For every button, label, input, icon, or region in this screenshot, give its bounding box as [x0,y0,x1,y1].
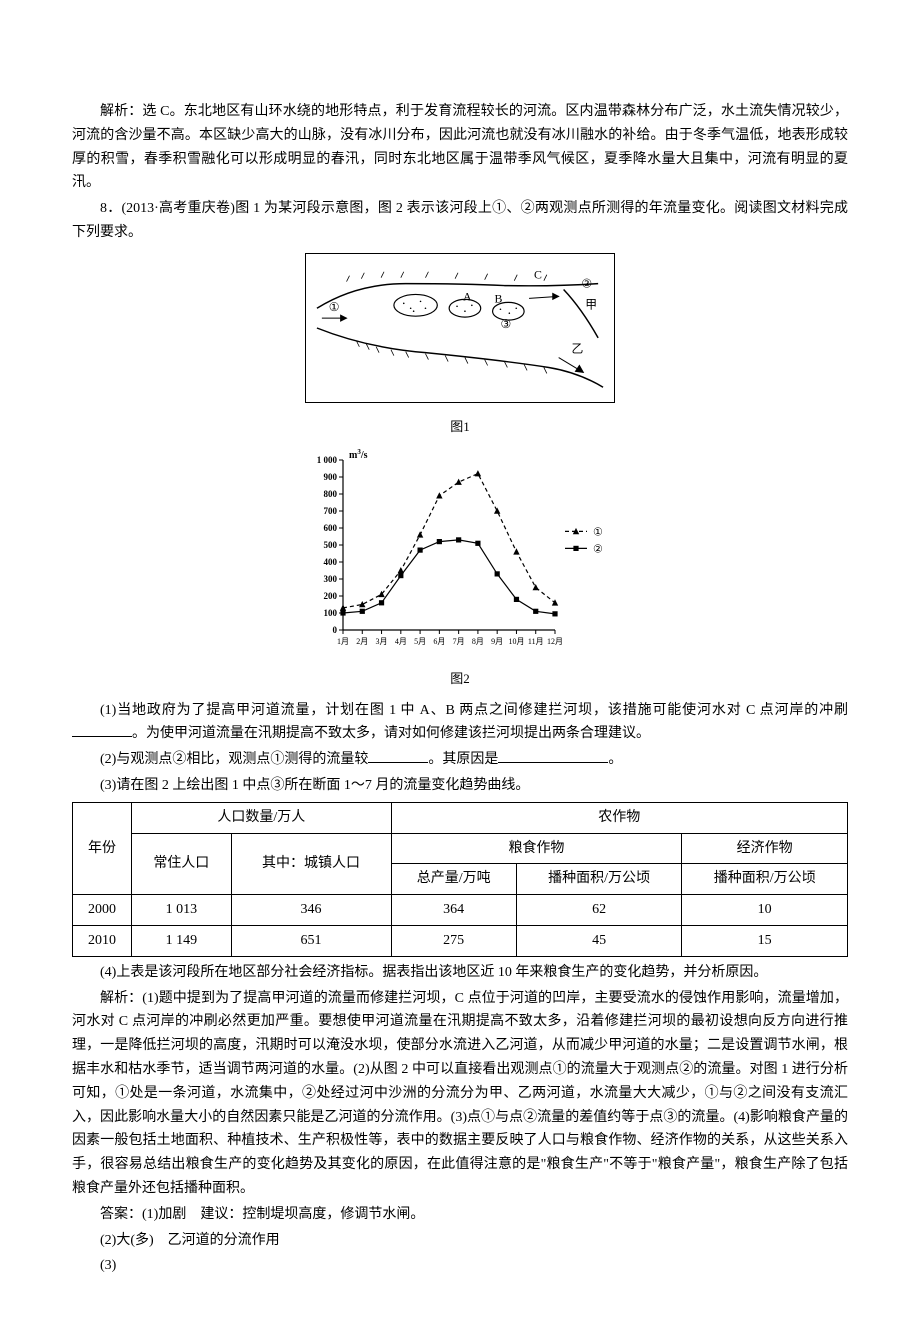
cell: 15 [682,925,848,956]
table-row: 2000 1 013 346 364 62 10 [73,895,848,926]
svg-text:11月: 11月 [528,637,544,646]
svg-text:①: ① [593,526,603,538]
svg-text:5月: 5月 [414,637,426,646]
svg-text:500: 500 [324,540,338,550]
q8-2c: 。 [608,752,622,767]
svg-text:1月: 1月 [337,637,349,646]
cell: 364 [391,895,516,926]
label-jia: 甲 [585,297,597,311]
svg-text:4月: 4月 [395,637,407,646]
cell: 275 [391,925,516,956]
svg-text:2月: 2月 [356,637,368,646]
th-sow1: 播种面积/万公顷 [516,864,682,895]
svg-text:400: 400 [324,557,338,567]
blank-1 [72,723,132,737]
label-c1: ① [329,300,340,314]
svg-text:②: ② [593,543,603,555]
svg-text:3月: 3月 [376,637,388,646]
th-urban: 其中：城镇人口 [231,833,391,895]
label-C: C [534,267,542,281]
svg-text:700: 700 [324,506,338,516]
svg-text:6月: 6月 [433,637,445,646]
label-B: B [495,291,503,305]
answer-3: (3) [72,1254,848,1278]
cell: 2000 [73,895,132,926]
label-c3: ③ [500,317,511,331]
svg-text:m3/s: m3/s [349,448,368,461]
blank-2 [368,749,428,763]
answer-2: (2)大(多) 乙河道的分流作用 [72,1229,848,1253]
svg-text:300: 300 [324,574,338,584]
label-A: A [463,289,472,303]
cell: 2010 [73,925,132,956]
svg-text:600: 600 [324,523,338,533]
analysis-8: 解析：(1)题中提到为了提高甲河道的流量而修建拦河坝，C 点位于河道的凹岸，主要… [72,987,848,1201]
svg-text:200: 200 [324,591,338,601]
q8-1b: 。为使甲河道流量在汛期提高不致太多，请对如何修建该拦河坝提出两条合理建议。 [132,726,650,741]
label-yi: 乙 [571,341,583,355]
label-c2: ② [581,276,592,290]
answer-1: 答案：(1)加剧 建议：控制堤坝高度，修调节水闸。 [72,1203,848,1227]
fig2-caption: 图2 [72,668,848,690]
cell: 346 [231,895,391,926]
q8-1: (1)当地政府为了提高甲河道流量，计划在图 1 中 A、B 两点之间修建拦河坝，… [72,699,848,747]
river-diagram: ① ② ③ A B C 甲 乙 [305,253,615,403]
th-grain: 粮食作物 [391,833,682,864]
th-pop: 人口数量/万人 [132,802,391,833]
cell: 10 [682,895,848,926]
svg-text:12月: 12月 [547,637,563,646]
svg-text:1 000: 1 000 [317,455,338,465]
analysis-7: 解析：选 C。东北地区有山环水绕的地形特点，利于发育流程较长的河流。区内温带森林… [72,100,848,195]
q8-3: (3)请在图 2 上绘出图 1 中点③所在断面 1～7 月的流量变化趋势曲线。 [72,774,848,798]
blank-3 [498,749,608,763]
cell: 62 [516,895,682,926]
flow-chart: m3/s 0 100 200 300 400 500 600 700 800 900 1 000 1月 2… [295,446,625,656]
table-row: 年份 人口数量/万人 农作物 [73,802,848,833]
th-year: 年份 [73,802,132,894]
cell: 651 [231,925,391,956]
th-total: 总产量/万吨 [391,864,516,895]
cell: 1 013 [132,895,231,926]
cell: 45 [516,925,682,956]
q8-stem: 8．(2013·高考重庆卷)图 1 为某河段示意图，图 2 表示该河段上①、②两… [72,197,848,245]
figure-1: ① ② ③ A B C 甲 乙 图1 [72,253,848,438]
q8-2b: 。其原因是 [428,752,498,767]
svg-text:7月: 7月 [453,637,465,646]
svg-text:100: 100 [324,608,338,618]
th-econ: 经济作物 [682,833,848,864]
fig1-caption: 图1 [72,416,848,438]
q8-2: (2)与观测点②相比，观测点①测得的流量较 。其原因是 。 [72,748,848,772]
th-sow2: 播种面积/万公顷 [682,864,848,895]
figure-2: m3/s 0 100 200 300 400 500 600 700 800 900 1 000 1月 2… [72,446,848,691]
table-row: 2010 1 149 651 275 45 15 [73,925,848,956]
th-resident: 常住人口 [132,833,231,895]
cell: 1 149 [132,925,231,956]
q8-2a: (2)与观测点②相比，观测点①测得的流量较 [100,752,368,767]
svg-text:800: 800 [324,489,338,499]
svg-text:0: 0 [333,625,338,635]
table-row: 常住人口 其中：城镇人口 粮食作物 经济作物 [73,833,848,864]
svg-text:8月: 8月 [472,637,484,646]
svg-text:900: 900 [324,472,338,482]
svg-text:9月: 9月 [491,637,503,646]
th-crop: 农作物 [391,802,847,833]
svg-text:10月: 10月 [508,637,524,646]
data-table: 年份 人口数量/万人 农作物 常住人口 其中：城镇人口 粮食作物 经济作物 总产… [72,802,848,957]
q8-4: (4)上表是该河段所在地区部分社会经济指标。据表指出该地区近 10 年来粮食生产… [72,961,848,985]
q8-1a: (1)当地政府为了提高甲河道流量，计划在图 1 中 A、B 两点之间修建拦河坝，… [100,703,848,718]
